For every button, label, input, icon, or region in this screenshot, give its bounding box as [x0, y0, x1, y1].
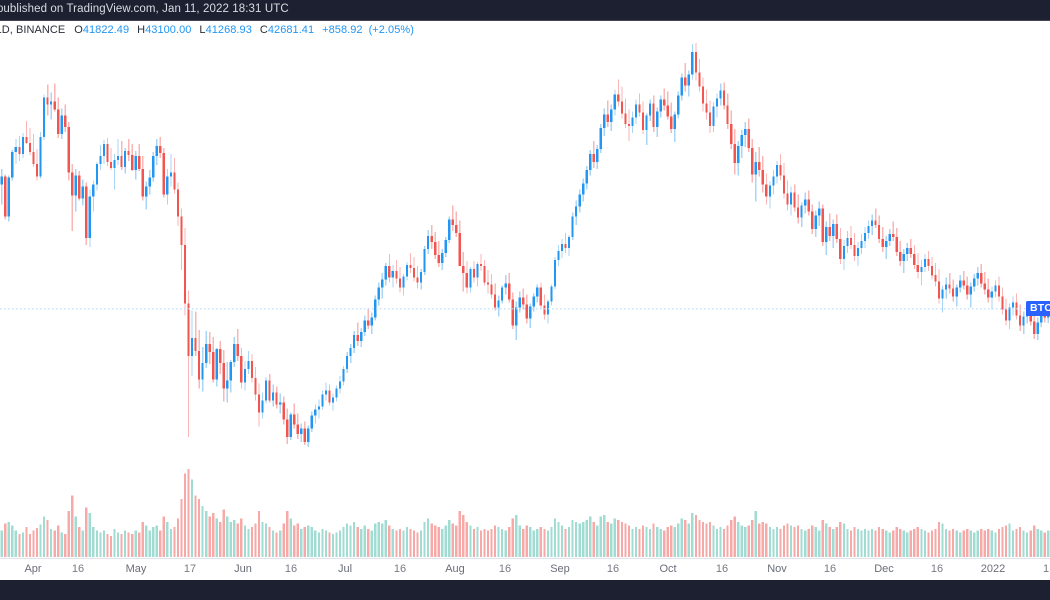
close-key: C [259, 24, 268, 36]
time-axis-tick: 16 [606, 563, 620, 575]
change-percent: (+2.05%) [368, 24, 414, 36]
time-axis-tick: Jul [337, 563, 353, 575]
volume-series [0, 469, 1050, 557]
last-price-badge: BTC [1026, 301, 1050, 317]
time-axis-tick: 16 [498, 563, 512, 575]
time-axis-tick: 17 [183, 563, 197, 575]
high-number: 43100.00 [145, 24, 192, 36]
candle-bodies [0, 52, 1050, 442]
low-key: L [199, 24, 206, 36]
time-axis-tick: Oct [659, 563, 677, 575]
candlestick-svg [0, 43, 1050, 557]
time-axis-tick: May [125, 563, 147, 575]
symbol-label[interactable]: S, 1D, BINANCE [0, 24, 66, 36]
time-axis-tick: 16 [930, 563, 944, 575]
time-axis-tick: 16 [71, 563, 85, 575]
time-axis-tick: Aug [445, 563, 465, 575]
chart-legend: S, 1D, BINANCE O41822.49 H43100.00 L4126… [0, 22, 420, 38]
candle-wicks [1, 43, 1049, 447]
time-axis-tick: Jun [234, 563, 252, 575]
close-value: C42681.41 [260, 24, 314, 36]
attribution-bar: ing published on TradingView.com, Jan 11… [0, 0, 1050, 21]
time-axis-tick: 16 [715, 563, 729, 575]
low-value: L41268.93 [199, 24, 251, 36]
time-axis-tick: 2022 [980, 563, 1006, 575]
high-value: H43100.00 [137, 24, 191, 36]
attribution-text: ing published on TradingView.com, Jan 11… [0, 3, 289, 15]
time-axis[interactable]: Apr 16 May 17 Jun 16 Jul 16 Aug 16 Sep 16 Oct 16 Nov 16… [0, 558, 1050, 581]
time-axis-tick: 1 [1042, 563, 1050, 575]
time-axis-tick: 16 [823, 563, 837, 575]
low-number: 41268.93 [205, 24, 252, 36]
time-axis-tick: 16 [393, 563, 407, 575]
time-axis-tick: Apr [24, 563, 42, 575]
footer-bar [0, 580, 1050, 600]
high-key: H [137, 24, 146, 36]
close-number: 42681.41 [267, 24, 315, 36]
time-axis-tick: Nov [767, 563, 787, 575]
time-axis-tick: 16 [284, 563, 298, 575]
open-number: 41822.49 [82, 24, 130, 36]
open-key: O [74, 24, 83, 36]
time-axis-tick: Dec [874, 563, 894, 575]
open-value: O41822.49 [74, 24, 129, 36]
time-axis-tick: Sep [550, 563, 570, 575]
chart-plot-area[interactable] [0, 39, 1050, 558]
change-absolute: +858.92 [322, 24, 363, 36]
